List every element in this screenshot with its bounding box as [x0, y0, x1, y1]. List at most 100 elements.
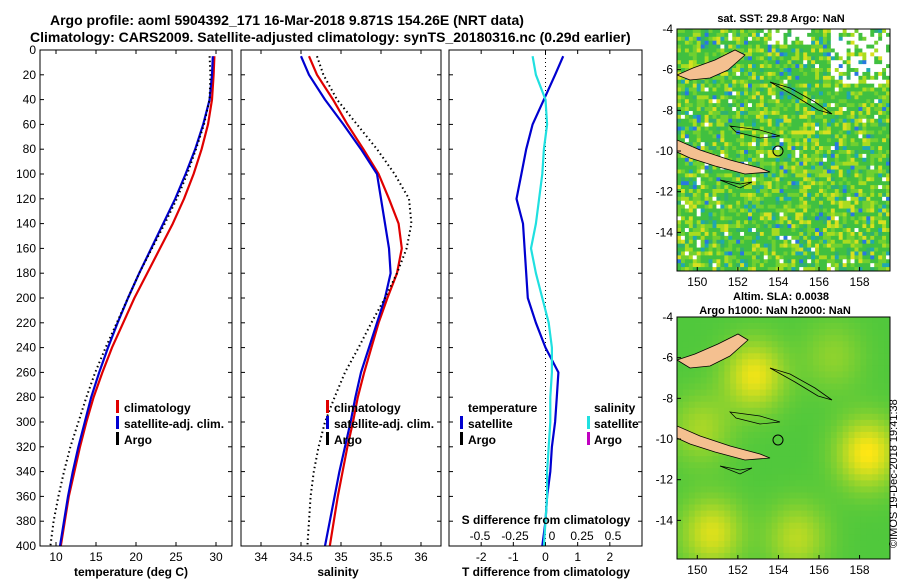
sst-cell — [712, 216, 717, 221]
sst-cell — [700, 87, 706, 92]
sst-cell — [886, 52, 890, 57]
sla-cell — [694, 425, 702, 433]
sst-cell — [716, 224, 721, 229]
sst-cell — [807, 220, 812, 225]
sst-cell — [771, 181, 777, 186]
sla-cell — [771, 335, 778, 342]
sla-cell — [824, 456, 832, 463]
sst-cell — [822, 60, 828, 65]
sst-cell — [704, 134, 709, 139]
sst-cell — [775, 87, 780, 92]
sst-cell — [740, 60, 745, 65]
sst-cell — [751, 173, 757, 178]
sst-cell — [886, 87, 890, 92]
sst-cell — [787, 239, 792, 245]
sst-cell — [815, 40, 820, 46]
sst-cell — [811, 251, 816, 256]
sst-cell — [740, 220, 745, 225]
sst-cell — [716, 118, 721, 124]
sla-cell — [848, 335, 855, 342]
sst-cell — [763, 251, 769, 256]
sla-cell — [848, 353, 855, 360]
sla-cell — [878, 462, 885, 469]
sst-cell — [842, 200, 848, 206]
sla-cell — [783, 389, 790, 397]
sla-cell — [688, 347, 696, 354]
sst-cell — [724, 169, 729, 174]
sst-cell — [704, 243, 709, 248]
sst-cell — [799, 267, 804, 271]
sst-cell — [716, 231, 721, 237]
sst-cell — [716, 29, 721, 34]
sst-cell — [783, 32, 788, 38]
sst-cell — [862, 243, 867, 248]
sla-cell — [682, 456, 690, 463]
sst-cell — [744, 126, 749, 131]
sst-cell — [775, 243, 780, 248]
sst-cell — [795, 87, 800, 92]
sst-cell — [728, 122, 733, 127]
sla-cell — [819, 438, 826, 445]
sst-cell — [783, 71, 788, 77]
sst-cell — [759, 32, 765, 38]
sst-cell — [783, 185, 788, 190]
sst-cell — [807, 150, 812, 155]
sst-cell — [819, 48, 824, 53]
sst-cell — [763, 68, 769, 73]
sla-cell — [807, 474, 814, 481]
sst-cell — [886, 220, 890, 225]
sst-cell — [763, 79, 769, 85]
sst-cell — [874, 103, 879, 108]
sst-cell — [791, 216, 796, 221]
sla-cell — [718, 438, 725, 445]
sst-cell — [807, 267, 812, 271]
sst-cell — [874, 169, 879, 174]
sst-cell — [736, 134, 741, 139]
sst-cell — [838, 239, 844, 245]
sla-cell — [724, 540, 731, 548]
sst-cell — [787, 243, 792, 248]
sst-cell — [842, 185, 848, 190]
sla-cell — [819, 462, 826, 469]
sst-cell — [708, 87, 713, 92]
sst-cell — [677, 185, 682, 190]
sst-cell — [799, 60, 804, 65]
sst-cell — [811, 157, 816, 163]
sst-cell — [838, 259, 844, 264]
sst-cell — [815, 169, 820, 174]
sst-cell — [807, 142, 812, 147]
sst-cell — [688, 60, 694, 65]
sla-cell — [795, 359, 802, 366]
sst-cell — [819, 185, 824, 190]
sst-cell — [708, 173, 713, 178]
sla-cell — [783, 347, 790, 354]
sst-cell — [799, 255, 804, 260]
sst-cell — [807, 126, 812, 131]
sst-cell — [779, 161, 784, 167]
sst-cell — [716, 239, 721, 245]
sla-cell — [807, 359, 814, 366]
sst-cell — [787, 161, 792, 167]
sst-cell — [751, 29, 757, 34]
sla-cell — [748, 468, 755, 475]
sla-cell — [848, 377, 855, 384]
sla-cell — [872, 474, 879, 481]
sst-cell — [783, 48, 788, 53]
sla-cell — [688, 419, 696, 427]
sla-cell — [688, 389, 696, 397]
sst-cell — [842, 235, 848, 241]
sst-cell — [771, 118, 777, 124]
sst-cell — [684, 126, 690, 131]
sst-cell — [728, 134, 733, 139]
sla-cell — [860, 407, 867, 415]
sla-cell — [748, 359, 755, 366]
sst-cell — [740, 75, 745, 81]
sla-cell — [854, 359, 861, 366]
sla-cell — [854, 492, 861, 499]
sst-cell — [751, 192, 757, 198]
sst-cell — [815, 185, 820, 190]
sst-cell — [680, 263, 686, 268]
sst-cell — [886, 36, 890, 42]
sst-cell — [795, 235, 800, 241]
sst-cell — [838, 83, 844, 88]
